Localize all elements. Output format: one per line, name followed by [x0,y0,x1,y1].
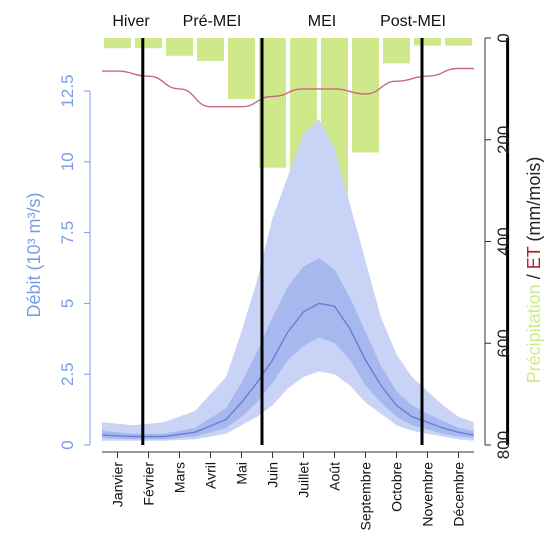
right-axis-label-precip: Précipitation [524,284,544,383]
precip-bar-12 [445,38,472,46]
left-tick-label: 5 [58,299,77,308]
month-label-1: Janvier [110,462,126,507]
precip-bar-5 [228,38,255,99]
discharge-range-band [102,119,474,441]
left-tick-label: 0 [58,440,77,449]
precip-bar-2 [135,38,162,49]
month-label-10: Octobre [389,462,405,512]
et-line [101,67,474,108]
precip-bar-1 [104,38,131,49]
et-path [101,67,474,108]
right-tick-label: 600 [494,329,513,357]
month-label-11: Novembre [420,462,436,527]
left-tick-label: 2.5 [58,362,77,386]
month-label-4: Avril [203,462,219,489]
season-label-post-mei: Post-MEI [380,13,446,30]
month-label-3: Mars [172,462,188,493]
axes [84,37,491,458]
season-labels: Hiver Pré-MEI MEI Post-MEI [112,13,446,30]
right-tick-label: 200 [494,126,513,154]
right-axis-label-unit: (mm/mois) [524,157,544,247]
month-label-9: Septembre [358,462,374,531]
season-label-hiver: Hiver [112,13,150,30]
month-label-7: Juillet [296,462,312,498]
right-tick-label: 0 [494,33,513,42]
discharge-range-area [102,119,474,441]
precip-bar-9 [352,38,379,153]
season-boundaries [141,38,510,445]
precip-bar-11 [414,38,441,46]
month-label-5: Mai [234,462,250,485]
right-axis-label-et: ET [524,246,544,269]
precip-bar-10 [383,38,410,64]
right-axis-label-separator: / [524,269,544,284]
precip-bar-3 [166,38,193,56]
right-axis-tick-labels: 0 200 400 600 800 [494,33,513,459]
month-tick-labels: Janvier Février Mars Avril Mai Juin Juillet Aoû… [110,462,467,531]
right-tick-label: 800 [494,431,513,459]
month-label-12: Décembre [451,462,467,527]
season-label-pre-mei: Pré-MEI [183,13,242,30]
month-label-6: Juin [265,462,281,488]
left-tick-label: 7.5 [58,221,77,245]
right-tick-label: 400 [494,227,513,255]
left-axis-label: Débit (10³ m³/s) [24,192,44,317]
left-axis-tick-labels: 0 2.5 5 7.5 10 12.5 [58,74,77,449]
month-label-8: Août [327,462,343,491]
season-label-mei: MEI [308,13,336,30]
month-label-2: Février [141,462,157,506]
discharge-iqr-area [102,258,474,440]
left-tick-label: 10 [58,152,77,171]
precip-bar-4 [197,38,224,61]
discharge-interquartile-band [102,258,474,440]
left-tick-label: 12.5 [58,74,77,107]
right-axis-label: Précipitation / ET (mm/mois) [524,157,544,384]
